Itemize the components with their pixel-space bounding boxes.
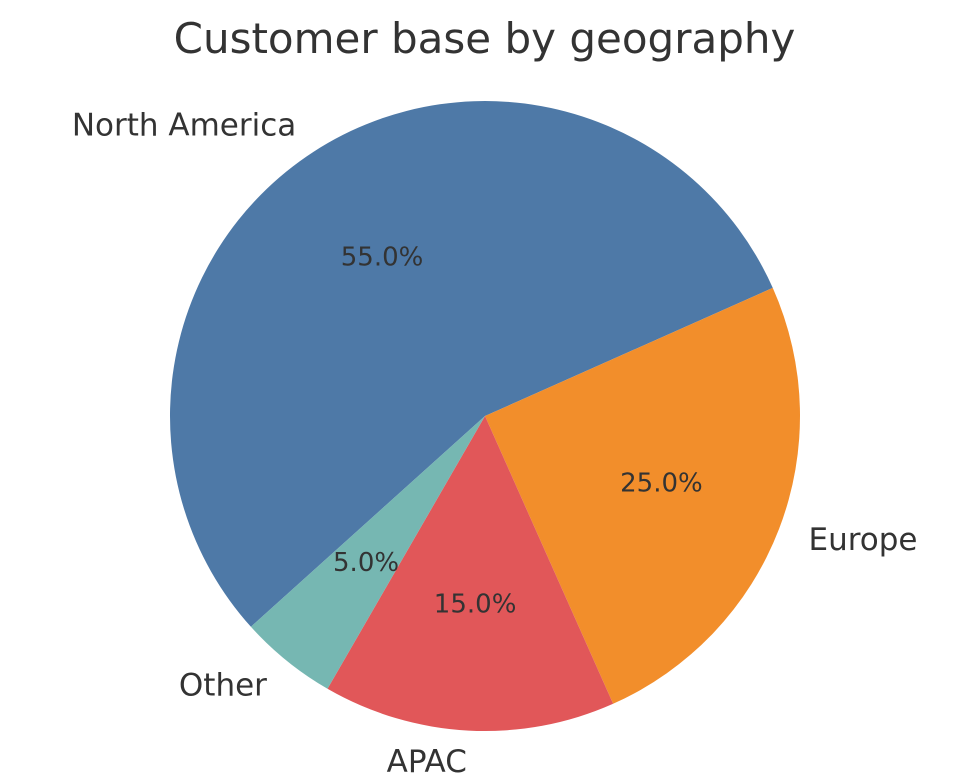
pie-slice-other — [250, 416, 485, 689]
pie-pct-label-europe: 25.0% — [620, 469, 703, 499]
pie-category-label-apac: APAC — [387, 744, 467, 780]
pie-slice-north-america — [169, 100, 773, 627]
pie-slice-apac — [327, 416, 614, 731]
pie-pct-label-apac: 15.0% — [434, 590, 517, 620]
pie-category-label-europe: Europe — [808, 522, 917, 558]
pie-pct-label-north-america: 55.0% — [341, 242, 424, 272]
pie-category-label-other: Other — [179, 667, 267, 703]
pie-category-label-north-america: North America — [72, 107, 296, 143]
pie-pct-label-other: 5.0% — [333, 548, 399, 578]
pie-slice-europe — [485, 287, 801, 704]
chart-title: Customer base by geography — [173, 14, 796, 63]
